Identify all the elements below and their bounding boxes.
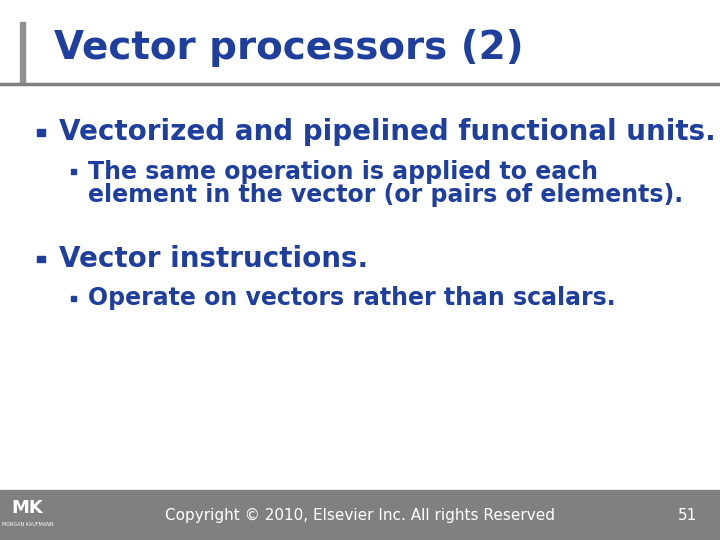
Text: Vector instructions.: Vector instructions.: [59, 245, 368, 273]
Text: The same operation is applied to each: The same operation is applied to each: [88, 160, 598, 184]
Bar: [71, 169, 76, 174]
Text: Vector processors (2): Vector processors (2): [54, 29, 523, 66]
Text: 51: 51: [678, 508, 697, 523]
Bar: [20, 22, 25, 84]
Bar: [0, 490, 720, 540]
Text: MORGAN KAUFMANN: MORGAN KAUFMANN: [1, 522, 53, 528]
Bar: [37, 256, 45, 262]
Text: Operate on vectors rather than scalars.: Operate on vectors rather than scalars.: [88, 286, 616, 310]
Text: element in the vector (or pairs of elements).: element in the vector (or pairs of eleme…: [88, 184, 683, 207]
Bar: [71, 295, 76, 300]
Text: MK: MK: [12, 498, 43, 517]
Text: Vectorized and pipelined functional units.: Vectorized and pipelined functional unit…: [59, 118, 716, 146]
Text: Copyright © 2010, Elsevier Inc. All rights Reserved: Copyright © 2010, Elsevier Inc. All righ…: [165, 508, 555, 523]
Bar: [37, 129, 45, 136]
